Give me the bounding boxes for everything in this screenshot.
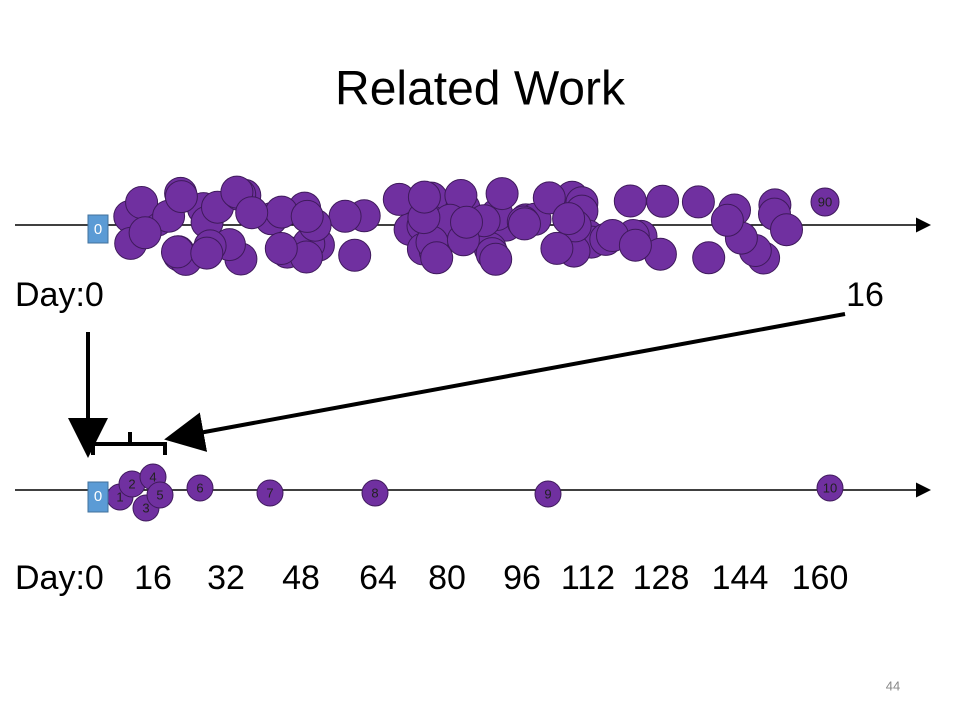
- node-label: 5: [156, 487, 163, 502]
- node: [552, 202, 586, 236]
- node-label: 10: [823, 480, 837, 495]
- node: [681, 185, 715, 219]
- node: [646, 184, 680, 218]
- day-labels: Day:0 16 32 48 64 80 96 112 128 144 160: [15, 559, 848, 597]
- node: [485, 177, 519, 211]
- node-label: 6: [196, 480, 203, 495]
- node: [146, 481, 174, 509]
- node: [128, 216, 162, 250]
- node: [235, 196, 269, 230]
- node: [618, 228, 652, 262]
- node: [290, 199, 324, 233]
- node-label: 7: [266, 485, 273, 500]
- day-label: 48: [282, 559, 320, 597]
- page-number: 44: [886, 678, 900, 693]
- node-label: 90: [818, 194, 832, 209]
- node: [479, 242, 513, 276]
- bracket: [91, 432, 167, 455]
- node: [613, 184, 647, 218]
- node: [190, 236, 224, 270]
- node: [407, 180, 441, 214]
- day-label: 144: [712, 559, 769, 597]
- node: [816, 474, 844, 502]
- node: [161, 235, 194, 269]
- day-label: 64: [359, 559, 397, 597]
- node-label: 2: [128, 476, 135, 491]
- day-label: 96: [503, 559, 541, 597]
- node: [264, 232, 298, 265]
- day-label: 80: [428, 559, 466, 597]
- day-label: Day:0: [15, 559, 104, 597]
- node: [328, 199, 362, 233]
- node: [164, 180, 198, 214]
- node-label: 4: [149, 469, 156, 484]
- slide-title: Related Work: [335, 63, 626, 116]
- day-label: 16: [134, 559, 172, 597]
- arrow: [164, 312, 846, 452]
- node: [186, 474, 214, 502]
- node: [256, 479, 284, 507]
- start-marker: [87, 214, 109, 244]
- day-label: 112: [561, 559, 615, 597]
- start-marker: [87, 481, 109, 513]
- node: [420, 241, 454, 275]
- node: [710, 203, 744, 237]
- node: [810, 187, 840, 217]
- node-cloud: [113, 175, 803, 276]
- node-label: 8: [371, 485, 378, 500]
- node: [532, 181, 566, 215]
- start-marker-label: 0: [94, 221, 102, 238]
- day-label: 128: [633, 559, 690, 597]
- node: [540, 231, 574, 265]
- node: [450, 205, 483, 239]
- node: [508, 207, 541, 241]
- node-label: 3: [142, 500, 149, 515]
- node: [534, 480, 562, 508]
- node: [770, 213, 803, 247]
- nodes: 123 45 6 7 8 9 10: [106, 463, 844, 522]
- node: [338, 238, 372, 272]
- start-marker-label: 0: [94, 488, 102, 505]
- day-label: 32: [207, 559, 245, 597]
- node: [692, 241, 726, 275]
- node-label: 1: [116, 489, 123, 504]
- node-label: 9: [544, 486, 551, 501]
- node: [361, 479, 389, 507]
- day-label: 160: [792, 559, 849, 597]
- day-label: 16: [846, 276, 884, 314]
- day-label: Day:0: [15, 276, 104, 314]
